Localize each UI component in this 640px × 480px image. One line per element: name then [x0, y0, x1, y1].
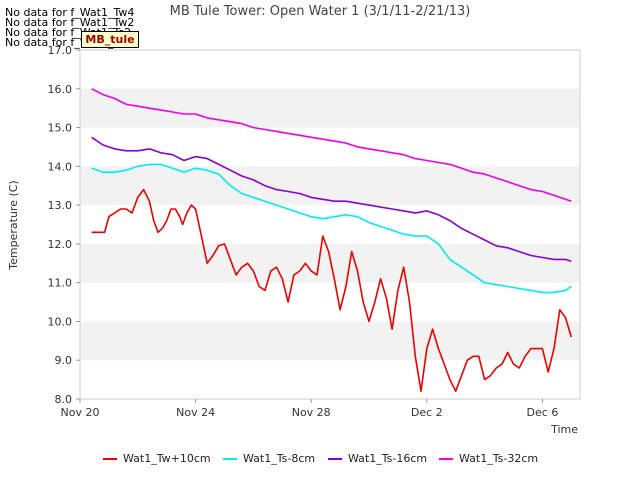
chart-title: MB Tule Tower: Open Water 1 (3/1/11-2/21… — [170, 4, 471, 19]
y-tick-label: 17.0 — [48, 44, 73, 57]
series-lines — [91, 88, 573, 393]
y-axis-ticks: 8.0 9.0 10.0 11.0 12.0 13.0 14.0 15.0 16.0 17.0 — [48, 44, 80, 406]
x-tick-label: Nov 24 — [176, 406, 215, 419]
legend-item-tw10: Wat1_Tw+10cm — [103, 452, 211, 465]
x-tick-label: Dec 2 — [411, 406, 443, 419]
series-line-Wat1_Ts-16cm — [91, 136, 572, 263]
grid-band — [80, 166, 580, 206]
no-data-messages: No data for f_Wat1_Tw4 No data for f_Wat… — [5, 6, 135, 49]
grid-band — [80, 321, 580, 361]
y-tick-label: 13.0 — [48, 199, 73, 212]
series-line-Wat1_Ts-32cm — [91, 88, 572, 202]
site-badge: MB_tule — [81, 31, 139, 48]
x-axis-ticks: Nov 20 Nov 24 Nov 28 Dec 2 Dec 6 — [61, 399, 559, 419]
no-data-line: No data for f_Wat1_Tw — [5, 36, 128, 49]
y-tick-label: 12.0 — [48, 238, 73, 251]
legend-item-ts16: Wat1_Ts-16cm — [328, 452, 427, 465]
y-tick-label: 15.0 — [48, 122, 73, 135]
legend-swatch — [328, 458, 342, 460]
grid-bands — [80, 88, 580, 361]
no-data-line: No data for f_Wat1_Ts2 — [5, 26, 132, 39]
legend-swatch — [439, 458, 453, 460]
x-tick-label: Nov 20 — [61, 406, 100, 419]
y-tick-label: 11.0 — [48, 277, 73, 290]
x-tick-label: Dec 6 — [527, 406, 559, 419]
y-tick-label: 8.0 — [55, 393, 73, 406]
legend-item-ts32: Wat1_Ts-32cm — [439, 452, 538, 465]
no-data-line: No data for f_Wat1_Tw4 — [5, 6, 135, 19]
x-axis-label: Time — [550, 423, 578, 436]
x-tick-label: Nov 28 — [292, 406, 331, 419]
legend: Wat1_Tw+10cm Wat1_Ts-8cm Wat1_Ts-16cm Wa… — [0, 452, 640, 470]
no-data-line: No data for f_Wat1_Tw2 — [5, 16, 135, 29]
series-line-Wat1_Ts-8cm — [91, 163, 572, 294]
legend-label: Wat1_Ts-32cm — [459, 452, 539, 465]
y-tick-label: 16.0 — [48, 83, 73, 96]
legend-label: Wat1_Tw+10cm — [123, 452, 211, 465]
grid-band — [80, 243, 580, 283]
y-axis-label: Temperature (C) — [7, 180, 20, 270]
plot-frame — [79, 49, 581, 400]
legend-swatch — [103, 458, 117, 460]
legend-label: Wat1_Ts-16cm — [348, 452, 428, 465]
legend-label: Wat1_Ts-8cm — [243, 452, 316, 465]
grid-band — [80, 88, 580, 128]
series-line-Wat1_Tw+10cm — [91, 188, 573, 393]
y-tick-label: 10.0 — [48, 315, 73, 328]
y-tick-label: 14.0 — [48, 160, 73, 173]
legend-swatch — [223, 458, 237, 460]
y-tick-label: 9.0 — [55, 354, 73, 367]
legend-item-ts8: Wat1_Ts-8cm — [223, 452, 315, 465]
